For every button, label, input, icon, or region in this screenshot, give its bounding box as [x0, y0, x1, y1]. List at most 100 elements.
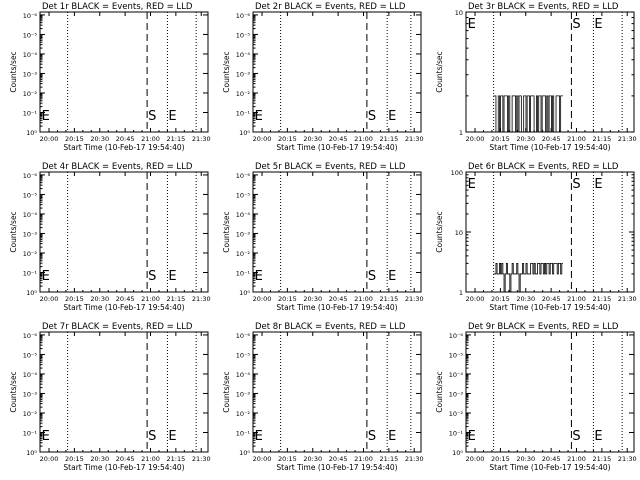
- y-tick-label: 10⁻⁶: [23, 12, 38, 20]
- chart-title: Det 9r BLACK = Events, RED = LLD: [468, 322, 619, 332]
- x-tick-label: 20:30: [303, 135, 322, 143]
- y-tick-label: 10⁻⁶: [236, 332, 251, 340]
- x-tick-label: 21:30: [618, 295, 637, 303]
- start-marker-label: S: [572, 177, 580, 192]
- y-tick-label: 10⁻⁴: [236, 211, 251, 219]
- x-tick-label: 20:00: [253, 295, 272, 303]
- y-tick-label: 10⁻¹: [23, 269, 38, 277]
- end-marker-label: E: [168, 429, 176, 444]
- x-tick-label: 21:15: [592, 295, 611, 303]
- x-tick-label: 20:15: [65, 455, 84, 463]
- y-tick-label: 10⁻³: [449, 390, 464, 398]
- start-marker-label: S: [148, 269, 156, 284]
- end-marker-label: E: [168, 269, 176, 284]
- chart-title: Det 4r BLACK = Events, RED = LLD: [42, 162, 193, 172]
- x-tick-label: 20:45: [542, 455, 561, 463]
- y-tick-label: 10⁰: [239, 129, 250, 137]
- x-tick-label: 21:00: [141, 455, 160, 463]
- y-tick-label: 10⁻¹: [23, 429, 38, 437]
- x-tick-label: 21:30: [405, 455, 424, 463]
- x-tick-label: 21:00: [354, 455, 373, 463]
- start-marker-label: S: [368, 429, 376, 444]
- x-tick-label: 21:00: [354, 135, 373, 143]
- y-tick-label: 10⁰: [26, 449, 37, 457]
- end-marker-label: E: [594, 17, 602, 32]
- y-tick-label: 10⁻⁴: [23, 371, 38, 379]
- x-axis-label: Start Time (10-Feb-17 19:54:40): [63, 463, 184, 472]
- y-tick-label: 10⁻⁴: [236, 51, 251, 59]
- y-tick-label: 10⁻²: [23, 90, 38, 98]
- x-tick-label: 20:45: [542, 135, 561, 143]
- x-axis-label: Start Time (10-Feb-17 19:54:40): [276, 303, 397, 312]
- y-tick-label: 10: [455, 9, 463, 17]
- y-tick-label: 10⁻³: [23, 230, 38, 238]
- x-tick-label: 20:45: [329, 455, 348, 463]
- y-tick-label: 10⁻¹: [449, 429, 464, 437]
- x-tick-label: 21:30: [192, 295, 211, 303]
- x-tick-label: 20:00: [40, 135, 59, 143]
- x-tick-label: 21:15: [166, 295, 185, 303]
- y-tick-label: 10⁰: [452, 449, 463, 457]
- y-tick-label: 10⁻¹: [236, 429, 251, 437]
- y-tick-label: 10⁻³: [236, 230, 251, 238]
- x-axis-label: Start Time (10-Feb-17 19:54:40): [489, 463, 610, 472]
- x-axis-label: Start Time (10-Feb-17 19:54:40): [276, 463, 397, 472]
- end-marker-label: E: [42, 269, 50, 284]
- y-tick-label: 10⁻⁶: [23, 332, 38, 340]
- x-tick-label: 21:30: [618, 135, 637, 143]
- x-tick-label: 21:00: [141, 135, 160, 143]
- x-axis-label: Start Time (10-Feb-17 19:54:40): [63, 303, 184, 312]
- y-axis-label: Counts/sec: [222, 211, 231, 252]
- y-tick-label: 10⁻⁶: [23, 172, 38, 180]
- x-tick-label: 21:15: [379, 295, 398, 303]
- x-tick-label: 20:30: [516, 455, 535, 463]
- y-tick-label: 10⁻²: [236, 90, 251, 98]
- y-tick-label: 10⁻⁴: [449, 371, 464, 379]
- x-tick-label: 21:15: [166, 135, 185, 143]
- x-tick-label: 21:15: [592, 455, 611, 463]
- y-tick-label: 1: [459, 129, 463, 137]
- x-tick-label: 20:00: [253, 455, 272, 463]
- y-axis-label: Counts/sec: [9, 211, 18, 252]
- x-tick-label: 20:15: [491, 455, 510, 463]
- x-tick-label: 20:45: [116, 135, 135, 143]
- x-tick-label: 21:00: [567, 135, 586, 143]
- chart-title: Det 1r BLACK = Events, RED = LLD: [42, 2, 193, 12]
- y-tick-label: 10⁻⁵: [236, 191, 251, 199]
- start-marker-label: S: [148, 429, 156, 444]
- plot-frame: [39, 331, 209, 453]
- end-marker-label: E: [468, 17, 476, 32]
- y-tick-label: 10⁻²: [236, 410, 251, 418]
- end-marker-label: E: [42, 429, 50, 444]
- end-marker-label: E: [468, 177, 476, 192]
- x-tick-label: 20:30: [303, 455, 322, 463]
- plot-frame: [39, 171, 209, 293]
- start-marker-label: S: [368, 269, 376, 284]
- x-tick-label: 20:45: [116, 295, 135, 303]
- chart-title: Det 6r BLACK = Events, RED = LLD: [468, 162, 619, 172]
- events-series-line: [493, 262, 563, 293]
- chart-title: Det 3r BLACK = Events, RED = LLD: [468, 2, 619, 12]
- y-tick-label: 10⁻¹: [236, 109, 251, 117]
- y-tick-label: 10⁻⁵: [236, 31, 251, 39]
- y-tick-label: 10⁻¹: [236, 269, 251, 277]
- y-tick-label: 10⁻⁵: [23, 351, 38, 359]
- x-tick-label: 20:00: [40, 455, 59, 463]
- start-marker-label: S: [572, 429, 580, 444]
- chart-panel-1: Det 1r BLACK = Events, RED = LLD 20:00 20:…: [9, 2, 211, 152]
- y-axis-label: Counts/sec: [435, 371, 444, 412]
- y-tick-label: 10⁻⁴: [23, 51, 38, 59]
- x-tick-label: 20:15: [278, 295, 297, 303]
- y-axis-label: Counts/sec: [435, 211, 444, 252]
- x-tick-label: 21:15: [379, 135, 398, 143]
- y-tick-label: 10⁻³: [236, 390, 251, 398]
- end-marker-label: E: [42, 109, 50, 124]
- x-tick-label: 20:00: [253, 135, 272, 143]
- y-axis-label: Counts/sec: [9, 51, 18, 92]
- y-tick-label: 10⁻⁵: [449, 351, 464, 359]
- x-tick-label: 20:00: [40, 295, 59, 303]
- chart-panel-6: Det 6r BLACK = Events, RED = LLD 20:00 20:…: [435, 162, 637, 312]
- y-axis-label: Counts/sec: [9, 371, 18, 412]
- plot-frame: [252, 171, 422, 293]
- plot-frame: [39, 11, 209, 133]
